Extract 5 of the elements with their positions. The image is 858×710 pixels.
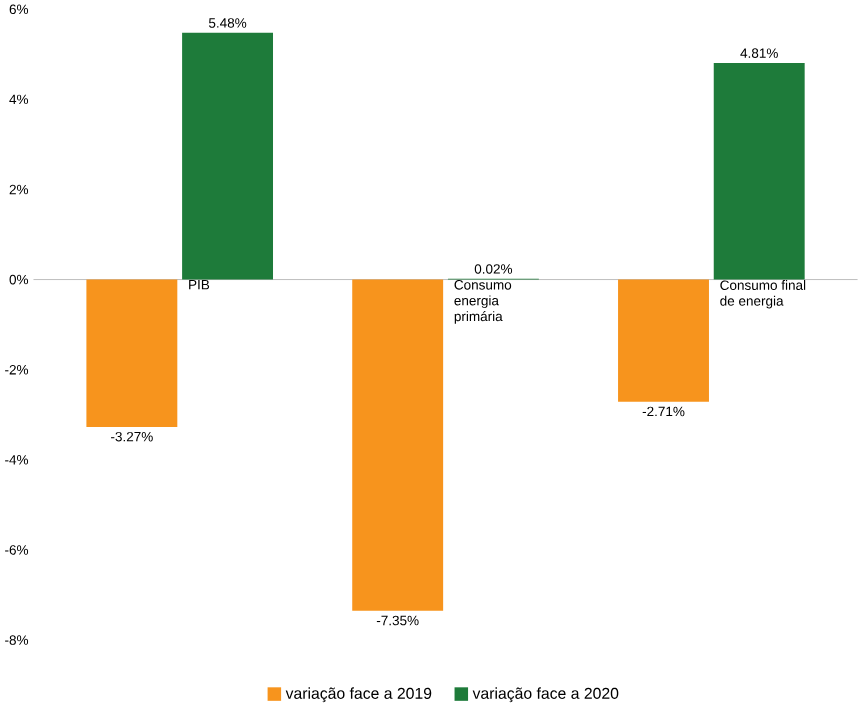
bar [618, 279, 709, 402]
bar [352, 279, 444, 611]
bar [86, 279, 178, 428]
bar [713, 62, 805, 280]
bar [182, 32, 274, 280]
